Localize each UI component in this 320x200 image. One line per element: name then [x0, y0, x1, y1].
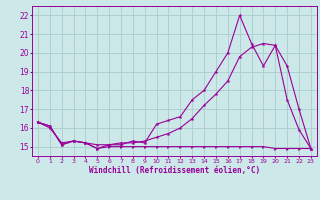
X-axis label: Windchill (Refroidissement éolien,°C): Windchill (Refroidissement éolien,°C): [89, 166, 260, 175]
